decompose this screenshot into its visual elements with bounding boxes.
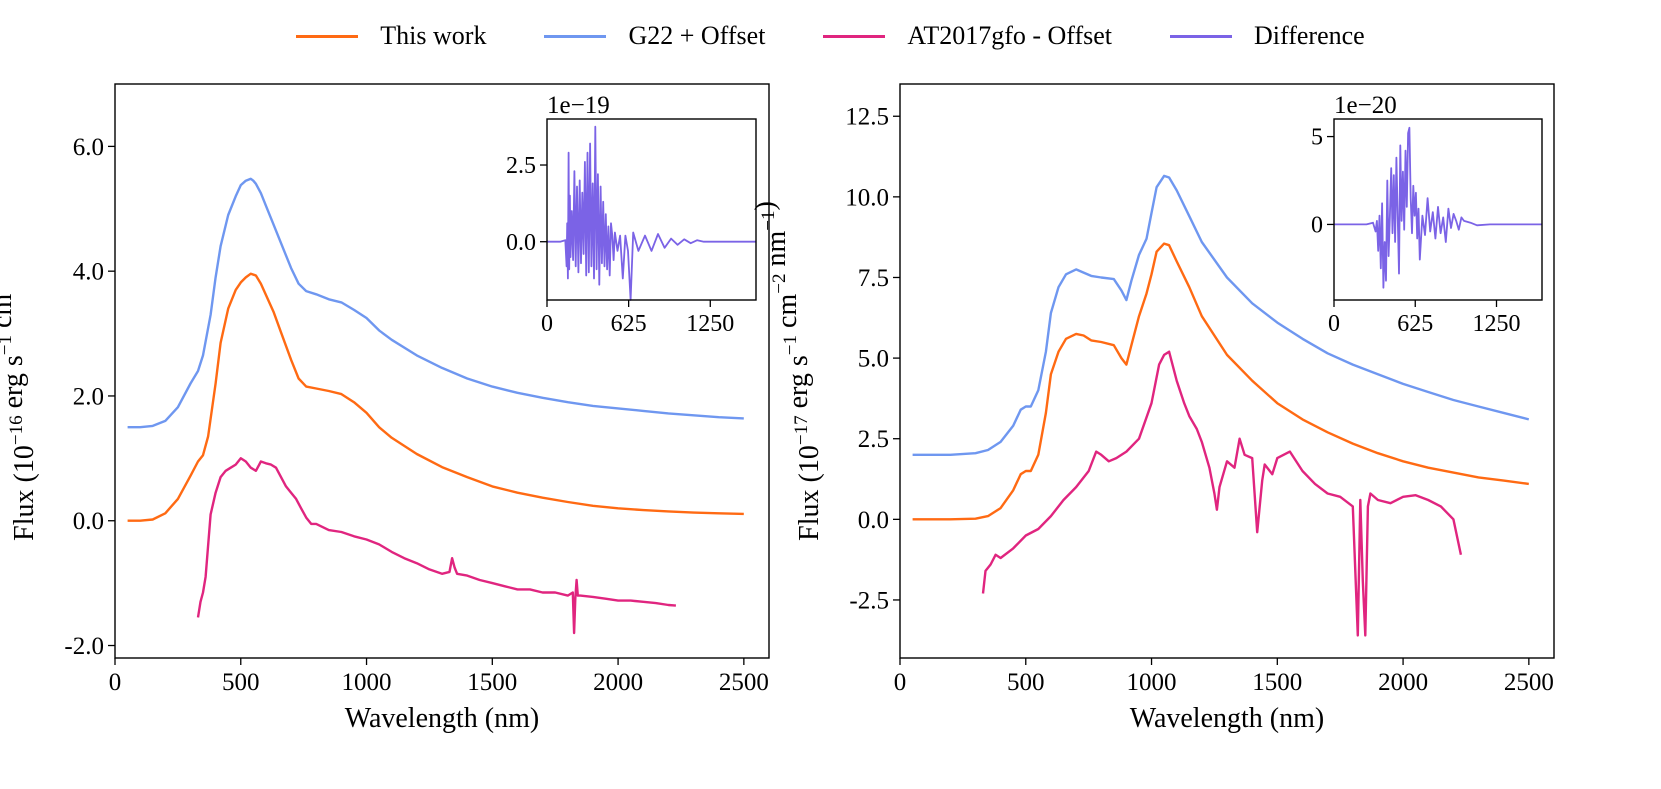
series-line-g22-offset xyxy=(127,177,744,429)
y-axis-label: Flux (10−17 erg s−1 cm−2 nm−1) xyxy=(750,201,825,541)
series-line-at2017gfo-offset xyxy=(981,350,1463,637)
x-axis-label: Wavelength (nm) xyxy=(345,703,539,734)
inset-offset-label: 1e−19 xyxy=(547,92,610,119)
y-axis-label-part: nm xyxy=(761,231,792,274)
legend-label: AT2017gfo - Offset xyxy=(907,21,1113,50)
legend-swatch xyxy=(823,34,886,38)
y-axis-label-superscript: −1 xyxy=(0,335,16,355)
y-axis-label-part: ) xyxy=(750,201,781,210)
y-tick-label: 7.5 xyxy=(858,265,889,292)
y-axis-label-part: cm xyxy=(772,294,803,335)
y-axis-label-superscript: −2 xyxy=(0,274,5,294)
y-tick-label: 0.0 xyxy=(858,507,889,534)
x-axis-label: Wavelength (nm) xyxy=(1130,703,1324,734)
legend-swatch xyxy=(1170,34,1233,38)
y-tick-label: 0.0 xyxy=(73,508,104,535)
series-line-difference xyxy=(547,125,756,301)
x-tick-label: 1250 xyxy=(1473,311,1521,337)
series-line-this-work xyxy=(127,272,744,522)
y-axis-label-part: erg s xyxy=(783,355,814,415)
y-axis-label-superscript: −1 xyxy=(780,335,801,355)
axes-frame xyxy=(899,83,1555,659)
y-axis-label-part: Flux (10 xyxy=(9,445,40,541)
y-axis-label-superscript: −16 xyxy=(6,415,27,445)
y-axis-label: Flux (10−16 erg s−1 cm−2 nm−1) xyxy=(0,201,40,541)
x-tick-label: 1500 xyxy=(467,669,517,696)
x-tick-label: 0 xyxy=(109,669,122,696)
x-tick-label: 2000 xyxy=(1378,669,1428,696)
axes-frame xyxy=(114,83,770,659)
y-axis-label-superscript: −1 xyxy=(758,210,779,230)
legend-swatch xyxy=(544,34,607,38)
y-tick-label: 6.0 xyxy=(73,134,104,161)
x-tick-label: 0 xyxy=(894,669,907,696)
x-tick-label: 625 xyxy=(611,311,647,337)
y-tick-label: 12.5 xyxy=(845,104,889,131)
x-tick-label: 2500 xyxy=(1504,669,1554,696)
y-tick-label: -2.5 xyxy=(849,587,889,614)
y-axis-label-superscript: −17 xyxy=(791,415,812,445)
y-axis-label-superscript: −2 xyxy=(769,274,790,294)
y-axis-label-part: nm xyxy=(0,231,7,274)
inset-offset-label: 1e−20 xyxy=(1334,92,1397,119)
series-line-at2017gfo-offset xyxy=(196,457,676,635)
y-tick-label: 0.0 xyxy=(506,230,536,256)
legend-label: G22 + Offset xyxy=(628,21,766,50)
inset-frame xyxy=(546,118,757,301)
legend-item: This work xyxy=(296,21,486,51)
inset-plot: 0 625 1250 0.0 2.5 1e−19 xyxy=(506,92,757,337)
legend-label: Difference xyxy=(1254,21,1365,50)
x-tick-label: 1000 xyxy=(342,669,392,696)
plot-panel: 0 500 1000 1500 2000 2500-2.50.02.55.07.510.0… xyxy=(750,83,1555,734)
inset-frame xyxy=(1333,118,1543,301)
inset-plot: 0 625 1250 0 5 1e−20 xyxy=(1311,92,1543,337)
x-tick-label: 0 xyxy=(1328,311,1340,337)
legend: This work G22 + Offset AT2017gfo - Offset D… xyxy=(0,14,1661,58)
y-axis-label-part: erg s xyxy=(0,355,29,415)
y-tick-label: 2.0 xyxy=(73,383,104,410)
plot-panel: 0 500 1000 1500 2000 2500 -2.0 0.0 2.0 4.0 6.0 Wave… xyxy=(0,83,770,734)
x-tick-label: 1250 xyxy=(686,311,734,337)
legend-item: Difference xyxy=(1170,21,1365,51)
x-tick-label: 2500 xyxy=(719,669,769,696)
x-tick-label: 1000 xyxy=(1127,669,1177,696)
x-tick-label: 625 xyxy=(1397,311,1433,337)
y-tick-label: 0 xyxy=(1311,213,1323,239)
legend-swatch xyxy=(296,34,359,38)
x-tick-label: 0 xyxy=(541,311,553,337)
y-axis-label-part: Flux (10 xyxy=(794,445,825,541)
legend-item: G22 + Offset xyxy=(544,21,765,51)
x-tick-label: 500 xyxy=(1007,669,1045,696)
x-tick-label: 500 xyxy=(222,669,260,696)
x-tick-label: 1500 xyxy=(1252,669,1302,696)
y-axis-label-part: cm xyxy=(0,294,18,335)
y-tick-label: -2.0 xyxy=(64,633,104,660)
y-tick-label: 4.0 xyxy=(73,259,104,286)
y-tick-label: 5 xyxy=(1311,125,1323,151)
y-tick-label: 2.5 xyxy=(858,426,889,453)
series-line-this-work xyxy=(912,242,1529,521)
series-line-g22-offset xyxy=(912,174,1530,456)
y-tick-label: 2.5 xyxy=(506,153,536,179)
legend-item: AT2017gfo - Offset xyxy=(823,21,1112,51)
series-line-difference xyxy=(1334,126,1542,289)
y-tick-label: 5.0 xyxy=(858,346,889,373)
x-tick-label: 2000 xyxy=(593,669,643,696)
legend-label: This work xyxy=(380,21,487,50)
y-tick-label: 10.0 xyxy=(845,184,889,211)
